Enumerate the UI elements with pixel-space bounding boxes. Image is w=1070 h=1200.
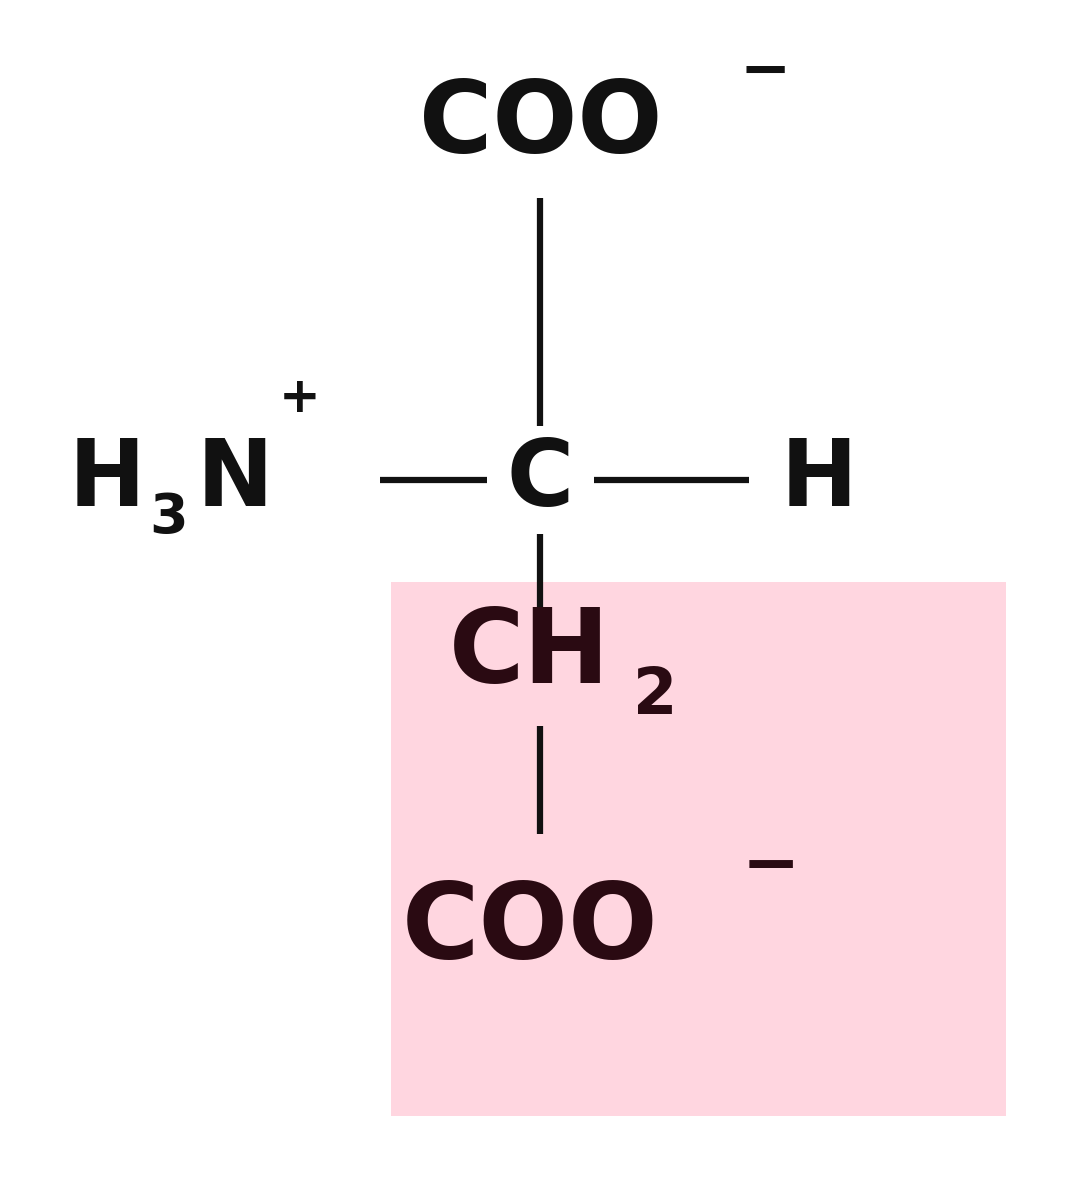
Text: +: + [278, 374, 321, 422]
Text: COO: COO [401, 878, 658, 982]
Bar [391, 582, 1006, 1116]
Text: −: − [739, 42, 791, 102]
Text: 3: 3 [150, 492, 188, 545]
Text: H: H [780, 434, 857, 526]
Text: −: − [742, 833, 799, 900]
Text: H: H [68, 434, 146, 526]
Text: 2: 2 [632, 665, 677, 727]
Text: COO: COO [418, 78, 662, 174]
Text: C: C [507, 434, 574, 526]
Text: CH: CH [449, 604, 610, 704]
Text: N: N [197, 434, 274, 526]
